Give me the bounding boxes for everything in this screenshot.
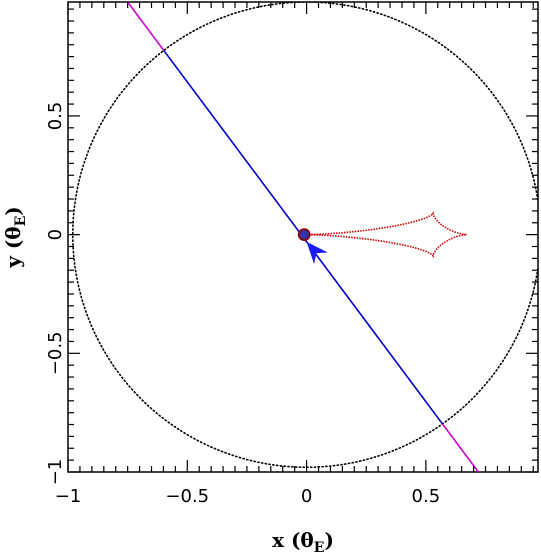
x-axis-label-close: ) [324,528,333,552]
y-tick-label: −1 [45,459,66,486]
direction-arrow [306,241,328,265]
x-tick-label: 0 [301,486,312,507]
trajectory-outside-lower [441,423,479,472]
y-tick-label: −0.5 [45,331,66,375]
caustic-path [306,211,467,258]
y-axis-label-close: ) [1,206,25,215]
y-axis-ticks: −1 −0.5 0 0.5 [45,8,538,486]
y-tick-label: 0 [45,229,66,240]
x-axis-ticks: −1 −0.5 0 0.5 [55,2,534,507]
x-tick-label: 0.5 [412,486,441,507]
x-axis-label-main: x (θ [272,528,314,552]
source-point [297,228,311,242]
source-markers [297,228,328,265]
y-axis-label: y (θE) [1,206,29,269]
x-tick-label: −1 [55,486,82,507]
trajectory-outside-upper [127,2,165,51]
y-axis-label-sub: E [13,216,29,227]
x-axis-label-sub: E [314,540,325,555]
y-axis-label-main: y (θ [1,226,25,268]
caustic-curve [306,211,467,258]
y-tick-label: 0.5 [45,102,66,131]
x-axis-label: x (θE) [272,528,334,555]
x-tick-label: −0.5 [165,486,209,507]
